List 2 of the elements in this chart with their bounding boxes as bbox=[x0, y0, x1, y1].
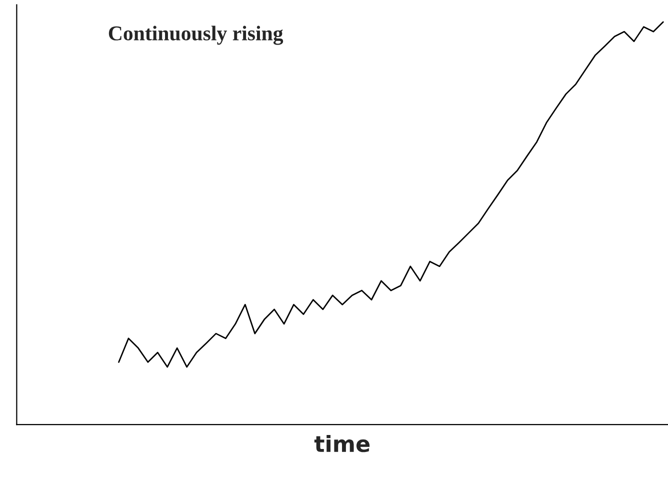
annotation: Continuously rising bbox=[108, 26, 284, 45]
x-axis-title: time bbox=[314, 434, 370, 452]
